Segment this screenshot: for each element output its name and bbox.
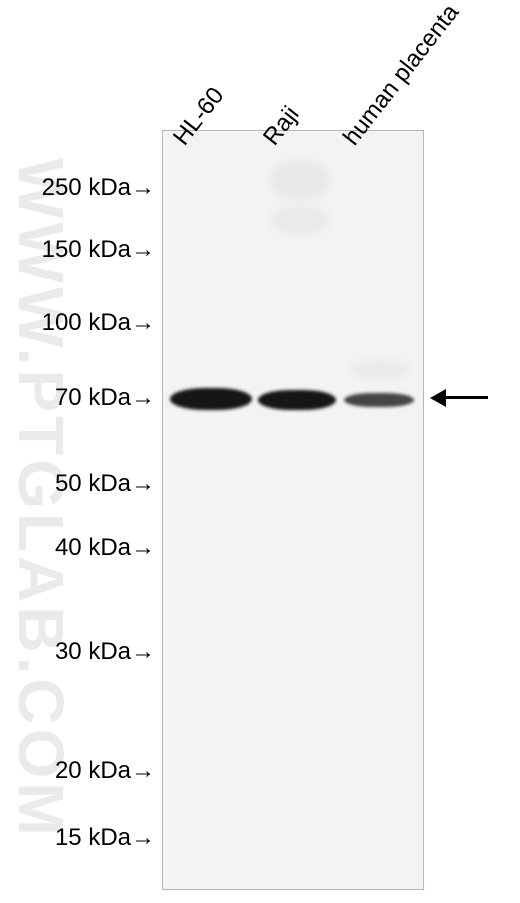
target-arrow — [430, 386, 490, 410]
marker-label: 40 kDa→ — [55, 534, 155, 562]
smudge — [270, 205, 330, 235]
protein-band — [344, 393, 414, 407]
protein-band — [258, 390, 336, 410]
protein-band — [170, 388, 252, 410]
blot-membrane — [162, 130, 424, 890]
marker-label: 20 kDa→ — [55, 757, 155, 785]
smudge — [350, 360, 410, 380]
marker-label: 15 kDa→ — [55, 824, 155, 852]
marker-label: 150 kDa→ — [42, 236, 155, 264]
lane-label: human placenta — [338, 0, 465, 151]
arrow-line — [440, 396, 488, 399]
marker-label: 30 kDa→ — [55, 638, 155, 666]
marker-label: 70 kDa→ — [55, 384, 155, 412]
marker-label: 50 kDa→ — [55, 470, 155, 498]
marker-label: 250 kDa→ — [42, 174, 155, 202]
smudge — [270, 160, 330, 200]
marker-label: 100 kDa→ — [42, 309, 155, 337]
